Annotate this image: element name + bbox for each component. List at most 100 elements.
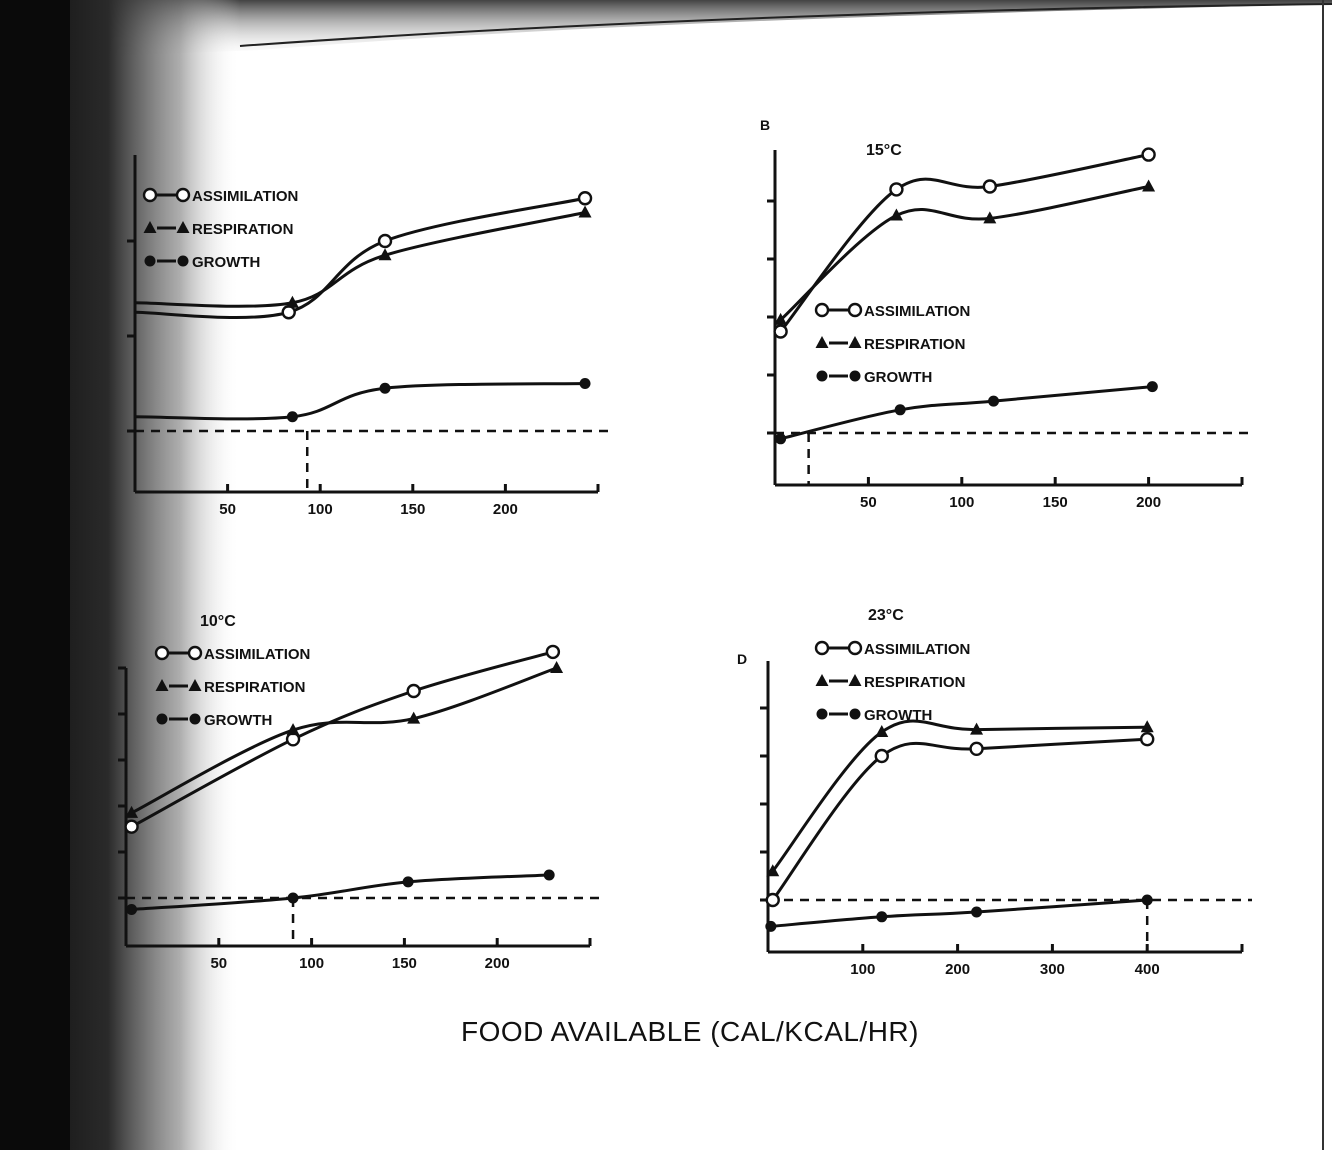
panel-d-legend-label: ASSIMILATION	[864, 641, 970, 658]
panel-b-legend-label: RESPIRATION	[864, 336, 965, 353]
panel-b-growth-point	[988, 395, 1000, 407]
panel-a-legend-marker	[144, 255, 156, 267]
panel-b-title: 15°C	[866, 142, 902, 159]
panel-d-assimilation-line	[771, 737, 1148, 901]
panel-a-respiration-point	[578, 205, 592, 218]
panel-c-legend-label: ASSIMILATION	[204, 646, 310, 663]
panel-c-x-tick-label: 50	[210, 955, 227, 972]
panel-d-respiration-point	[1140, 720, 1154, 733]
panel-c-legend-marker	[189, 713, 201, 725]
panel-d-respiration-point	[875, 725, 889, 737]
panel-d-respiration-point	[970, 722, 984, 735]
panel-c-assimilation-point	[545, 644, 561, 660]
panel-d-legend-marker	[848, 674, 862, 686]
panel-d-respiration-line	[771, 719, 1148, 873]
panel-c-legend-marker	[187, 645, 203, 661]
panel-c-title: 10°C	[200, 613, 236, 630]
panel-b: 50 100 150 200 ASSIMILATION RESPIRATION GROWTH…	[760, 117, 1252, 511]
panel-d-legend-marker	[815, 674, 829, 686]
panel-c-legend-marker	[188, 679, 202, 691]
panel-b-growth-point	[775, 433, 787, 445]
panel-b-legend-marker	[847, 302, 863, 318]
top-edge-shadow	[0, 0, 1332, 60]
panel-b-legend-label: GROWTH	[864, 369, 932, 386]
panel-d-legend-label: RESPIRATION	[864, 674, 965, 691]
panel-b-assimilation-line	[779, 153, 1149, 333]
panel-d-assimilation-point	[765, 892, 780, 908]
panel-d-x-tick-label: 400	[1135, 961, 1160, 978]
panel-c-assimilation-point	[406, 683, 421, 699]
panel-c-growth-point	[287, 892, 299, 904]
panel-a-x-tick-label: 100	[308, 501, 333, 518]
panel-b-legend-label: ASSIMILATION	[864, 303, 970, 320]
panel-a-growth-point	[379, 382, 391, 394]
panel-b-legend-marker	[815, 336, 829, 348]
panel-c-respiration-point	[286, 723, 300, 736]
panel-b-growth-point	[894, 404, 906, 416]
panel-c-respiration-point	[125, 805, 139, 818]
panel-a-respiration-point	[378, 248, 392, 261]
panel-c-growth-point	[543, 869, 555, 881]
panel-a-legend-label: GROWTH	[192, 254, 260, 271]
panel-c-legend-label: GROWTH	[204, 712, 272, 729]
panel-b-respiration-point	[774, 312, 788, 325]
panel-c-legend-label: RESPIRATION	[204, 679, 305, 696]
panel-b-respiration-point	[1142, 179, 1156, 192]
panel-b-respiration-point	[889, 208, 903, 221]
panel-c-x-tick-label: 100	[299, 955, 324, 972]
panel-b-legend-marker	[849, 370, 861, 382]
panel-d-x-tick-label: 300	[1040, 961, 1065, 978]
panel-d-letter: D	[737, 651, 747, 667]
panel-a-growth-line	[134, 382, 586, 421]
panel-d-assimilation-point	[1139, 732, 1155, 747]
panel-c-growth-point	[126, 904, 138, 915]
panel-d-legend-marker	[816, 708, 828, 720]
panel-d-legend-marker	[849, 708, 861, 720]
panel-c-assimilation-point	[124, 819, 139, 834]
panel-d-legend-label: GROWTH	[864, 707, 932, 724]
panel-a: 50 100 150 200 ASSIMILATION RESPIRATION GROWTH	[127, 155, 608, 518]
panel-b-letter: B	[760, 117, 770, 133]
panel-b-x-tick-label: 100	[949, 494, 974, 511]
left-binding-core	[0, 0, 70, 1150]
panel-d-growth-point	[876, 911, 888, 923]
panel-a-respiration-line	[134, 211, 586, 308]
x-axis-title: FOOD AVAILABLE (CAL/KCAL/HR)	[461, 1016, 919, 1047]
panel-b-x-tick-label: 200	[1136, 494, 1161, 511]
panel-a-assimilation-point	[577, 191, 593, 206]
panel-d-legend-marker	[814, 640, 830, 656]
panel-a-x-tick-label: 50	[219, 501, 236, 518]
panel-c: 50 100 150 200 ASSIMILATION RESPIRATION GROWTH…	[118, 613, 600, 972]
panel-b-assimilation-point	[982, 179, 998, 194]
panel-c-growth-line	[131, 873, 550, 911]
panel-a-legend-marker	[175, 187, 191, 203]
panel-b-assimilation-point	[1141, 147, 1156, 162]
panel-d-growth-point	[971, 906, 983, 918]
panel-c-respiration-point	[550, 661, 564, 673]
panel-d-growth-point	[765, 920, 777, 932]
panel-d-growth-line	[770, 898, 1148, 928]
panel-a-legend-label: ASSIMILATION	[192, 188, 298, 205]
panel-b-assimilation-point	[773, 324, 788, 339]
panel-b-growth-point	[1146, 381, 1158, 393]
panel-d-legend-marker	[847, 640, 863, 656]
panel-a-x-tick-label: 150	[400, 501, 425, 518]
panel-c-legend-marker	[155, 679, 169, 691]
panel-d-respiration-point	[766, 864, 780, 877]
panel-a-legend-marker	[177, 255, 189, 267]
panel-d-growth-point	[1141, 894, 1153, 906]
panel-c-legend-marker	[154, 645, 170, 661]
panel-a-assimilation-line	[134, 196, 586, 320]
panel-b-legend-marker	[814, 302, 830, 318]
page-curl-line	[239, 3, 1332, 47]
panel-c-growth-point	[402, 876, 414, 888]
panel-c-respiration-line	[130, 666, 558, 815]
panel-a-assimilation-point	[377, 233, 393, 249]
panel-b-x-tick-label: 50	[860, 494, 877, 511]
panel-a-legend-label: RESPIRATION	[192, 221, 293, 238]
panel-c-legend-marker	[156, 713, 168, 725]
panel-b-assimilation-point	[889, 182, 904, 197]
panel-d-assimilation-point	[969, 741, 984, 756]
panel-b-legend-marker	[848, 336, 862, 348]
panel-a-growth-point	[286, 411, 298, 423]
